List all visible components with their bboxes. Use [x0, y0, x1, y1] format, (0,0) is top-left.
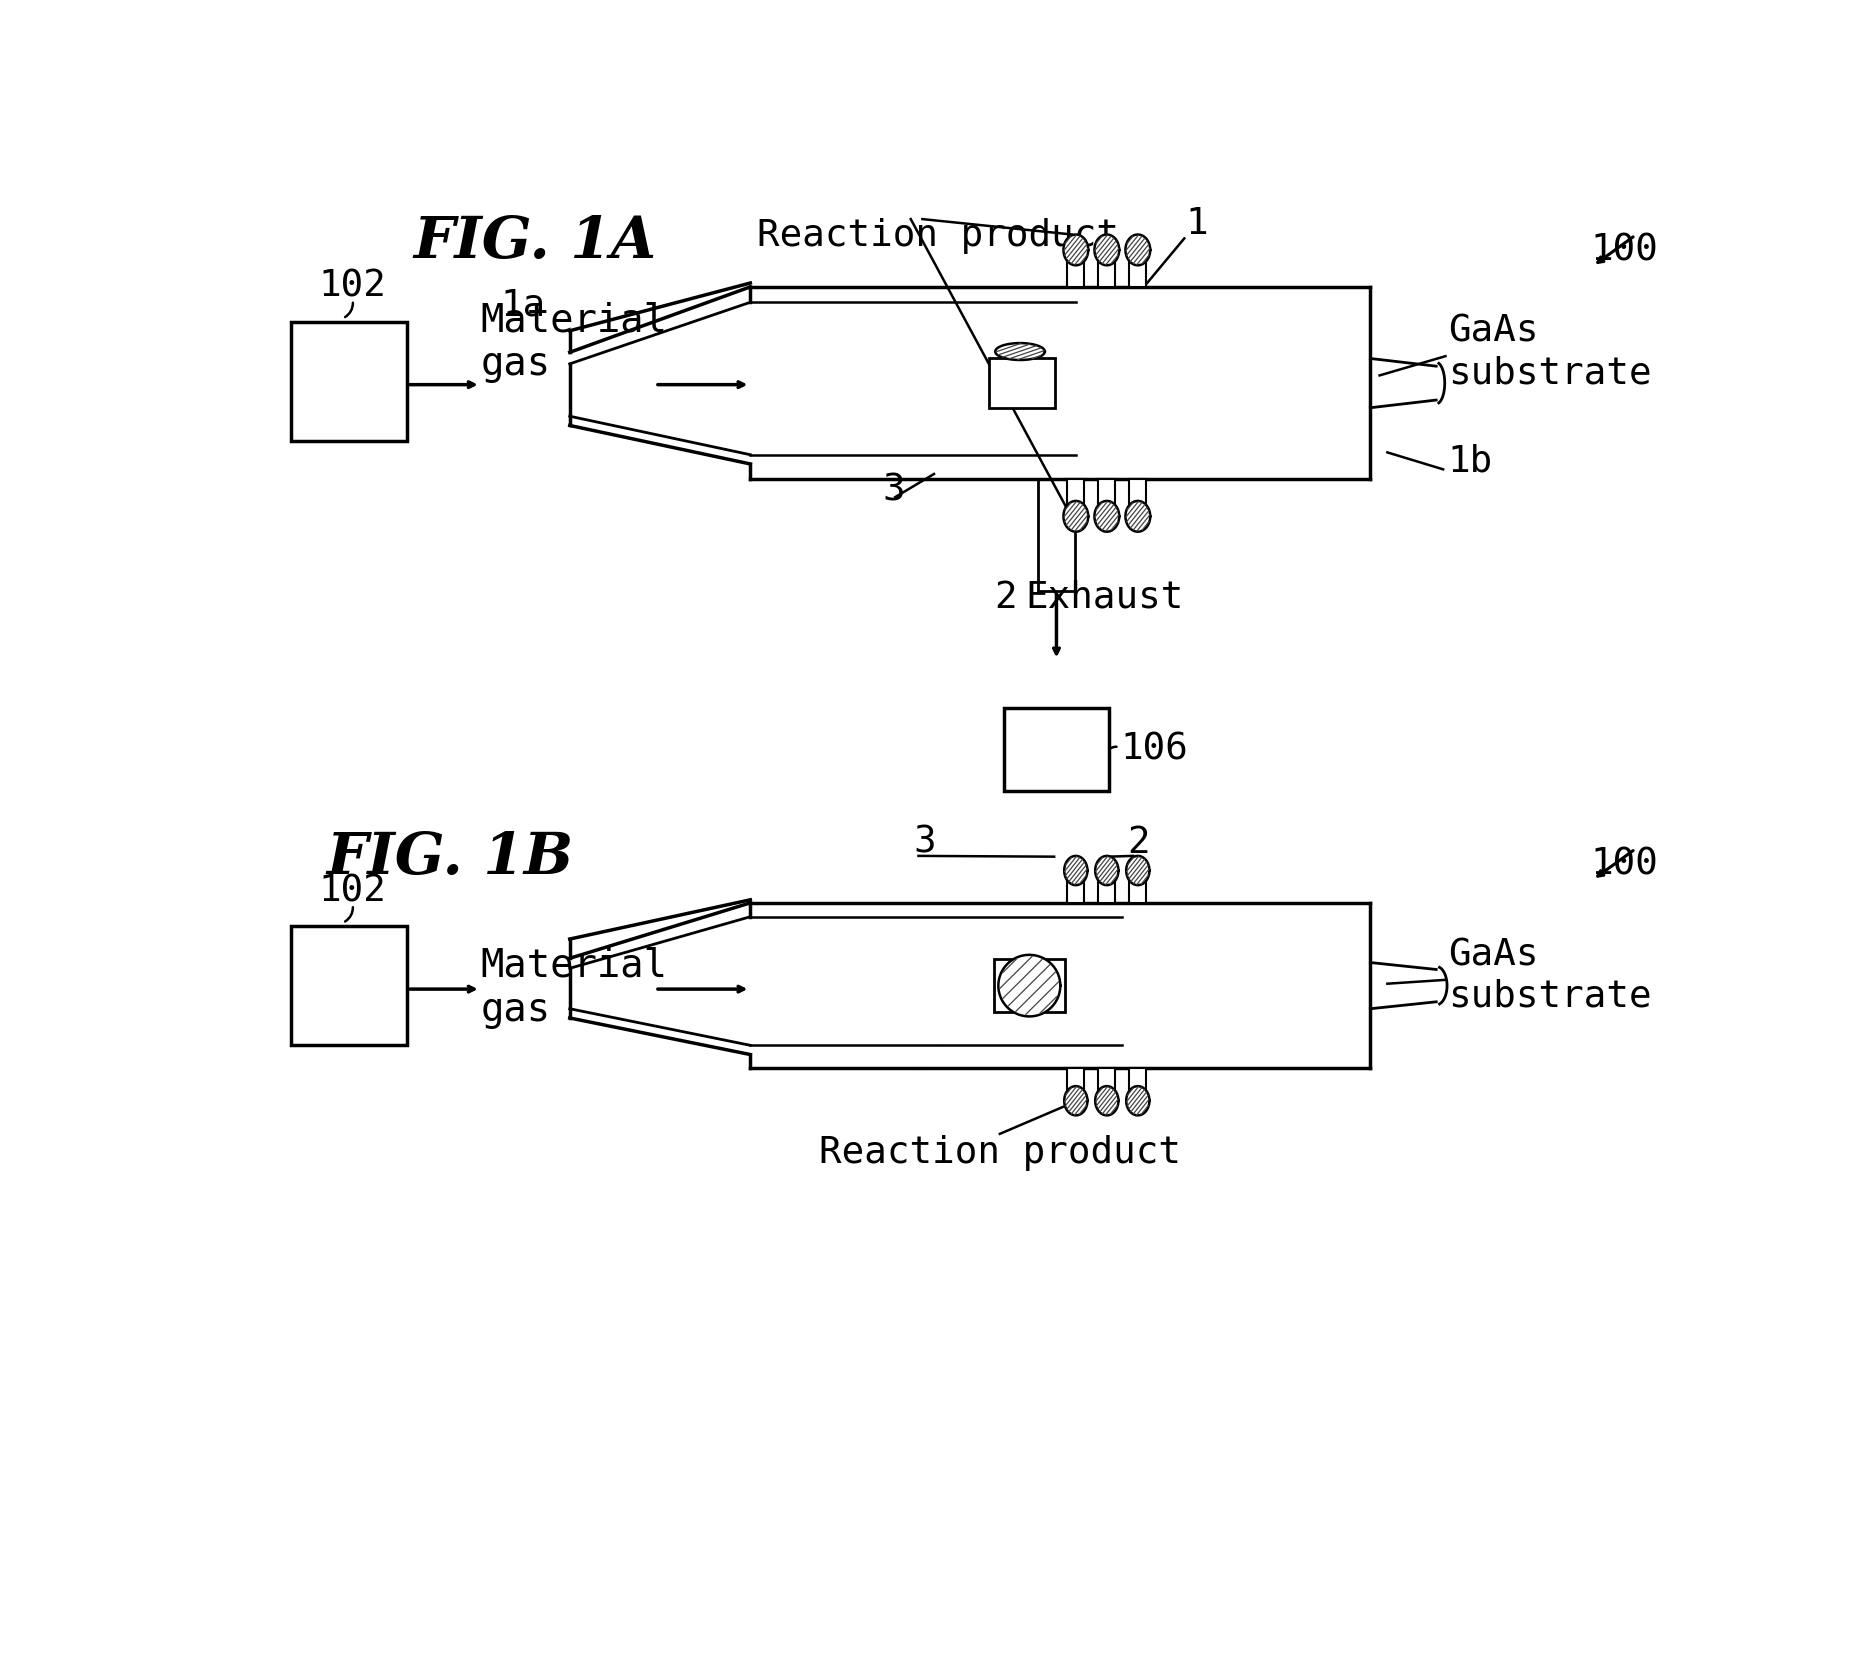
Text: 2: 2 [1128, 825, 1150, 861]
Bar [1130, 479, 1146, 504]
Bar [1098, 262, 1115, 287]
Text: GaAs
substrate: GaAs substrate [1448, 937, 1651, 1015]
Bar [1098, 479, 1115, 504]
Bar [1068, 479, 1085, 504]
Bar [994, 959, 1064, 1012]
Bar [290, 926, 408, 1045]
Text: 3: 3 [882, 473, 904, 508]
Text: 1b: 1b [1448, 443, 1493, 479]
Polygon shape [1064, 856, 1087, 886]
Polygon shape [1126, 501, 1150, 533]
Bar [290, 322, 408, 441]
Text: 3: 3 [914, 825, 936, 861]
Bar [1098, 881, 1115, 902]
Text: 1: 1 [1185, 206, 1208, 242]
Bar [1068, 881, 1085, 902]
Polygon shape [996, 343, 1044, 360]
Bar [1130, 1068, 1146, 1090]
Text: Material
gas: Material gas [480, 947, 668, 1029]
Bar [1130, 881, 1146, 902]
Text: Material
gas: Material gas [480, 302, 668, 383]
Text: 2: 2 [994, 581, 1018, 615]
Polygon shape [997, 956, 1061, 1017]
Text: 100: 100 [1591, 232, 1658, 269]
Polygon shape [1096, 856, 1118, 886]
Bar [1130, 262, 1146, 287]
Polygon shape [1094, 234, 1118, 265]
Polygon shape [1096, 1087, 1118, 1115]
Text: Exhaust: Exhaust [1025, 581, 1184, 615]
Polygon shape [1126, 856, 1150, 886]
Bar [1068, 262, 1085, 287]
Polygon shape [1063, 501, 1089, 533]
Bar [988, 358, 1055, 408]
Text: 102: 102 [318, 269, 387, 305]
Bar [1098, 1068, 1115, 1090]
Text: GaAs
substrate: GaAs substrate [1448, 314, 1651, 392]
Polygon shape [1126, 234, 1150, 265]
Polygon shape [1063, 234, 1089, 265]
Bar [1068, 1068, 1085, 1090]
Text: FIG. 1A: FIG. 1A [413, 214, 657, 270]
Polygon shape [1094, 501, 1118, 533]
Text: FIG. 1B: FIG. 1B [326, 830, 573, 886]
Text: 1a: 1a [501, 287, 545, 324]
Text: 100: 100 [1591, 846, 1658, 883]
Text: 102: 102 [318, 873, 387, 909]
Text: 106: 106 [1120, 732, 1189, 768]
Polygon shape [1126, 1087, 1150, 1115]
Polygon shape [1064, 1087, 1087, 1115]
Text: Reaction product: Reaction product [757, 217, 1118, 254]
Bar [1003, 708, 1109, 791]
Text: Reaction product: Reaction product [819, 1135, 1182, 1171]
